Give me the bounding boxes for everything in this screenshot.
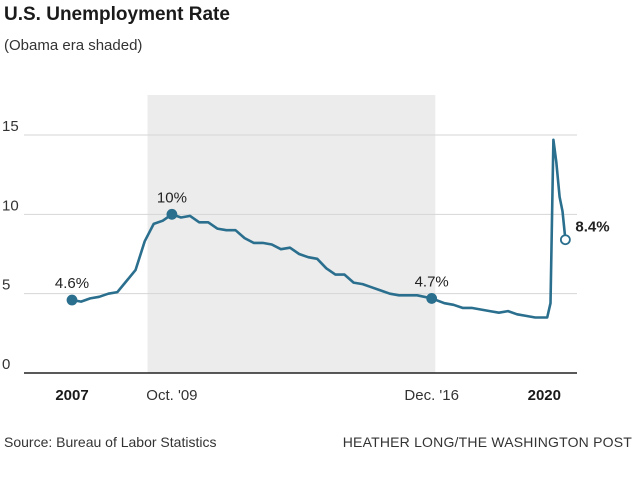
- source-note: Source: Bureau of Labor Statistics: [4, 434, 217, 450]
- credit-note: HEATHER LONG/THE WASHINGTON POST: [342, 434, 632, 450]
- annotation-marker: [166, 208, 178, 220]
- annotation-label: 4.6%: [55, 275, 89, 292]
- chart-subtitle: (Obama era shaded): [4, 37, 143, 54]
- y-tick-label: 5: [2, 277, 10, 294]
- annotation-label: 10%: [157, 189, 187, 206]
- x-tick-label: 2007: [55, 387, 88, 404]
- y-tick-label: 15: [2, 118, 19, 135]
- annotation-marker: [66, 294, 78, 306]
- annotation-label: 8.4%: [575, 219, 609, 236]
- annotation-marker: [426, 293, 438, 304]
- x-tick-label: Dec. '16: [404, 387, 459, 404]
- y-tick-label: 0: [2, 356, 10, 373]
- shaded-region: [147, 95, 436, 373]
- x-tick-label: Oct. '09: [146, 387, 197, 404]
- y-tick-label: 10: [2, 197, 19, 214]
- annotation-marker: [559, 234, 571, 246]
- annotation-label: 4.7%: [415, 273, 449, 290]
- series-line: [70, 138, 567, 319]
- chart-title: U.S. Unemployment Rate: [4, 4, 230, 25]
- x-tick-label: 2020: [528, 387, 561, 404]
